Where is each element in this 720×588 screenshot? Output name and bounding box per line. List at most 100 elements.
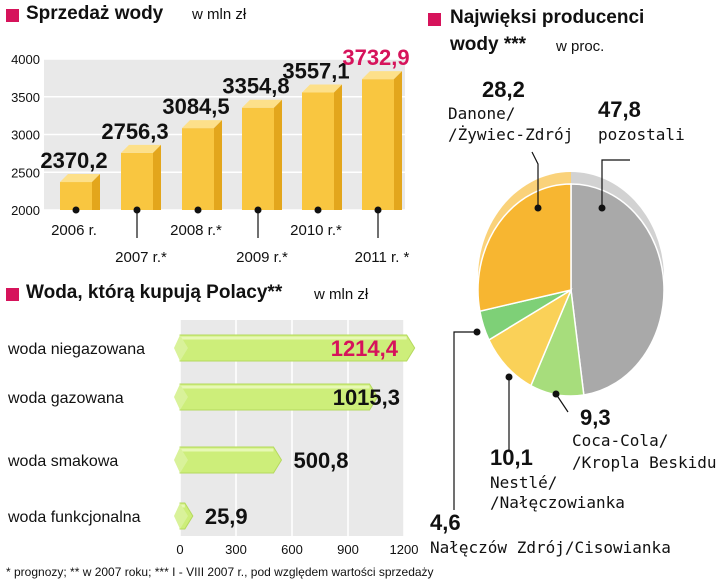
purchase-value-label: 500,8 bbox=[293, 448, 348, 473]
sales-bar-side bbox=[92, 174, 100, 210]
sales-category-label: 2007 r.* bbox=[115, 249, 167, 266]
purchase-xtick-label: 0 bbox=[176, 542, 183, 557]
pie-leader-dot bbox=[505, 373, 513, 381]
purchase-xtick-label: 900 bbox=[337, 542, 359, 557]
sales-value-label: 2370,2 bbox=[40, 148, 107, 173]
pie-slice-label-line2: /Kropla Beskidu bbox=[572, 453, 717, 472]
sales-bar-face bbox=[362, 79, 394, 210]
purchase-bar-cap bbox=[174, 335, 188, 361]
producers-title-line2: wody *** bbox=[450, 34, 527, 55]
sales-bar-side bbox=[394, 71, 402, 211]
sales-category-label: 2009 r.* bbox=[236, 249, 288, 266]
pie-leader-line bbox=[531, 151, 539, 208]
purchase-xtick-label: 600 bbox=[281, 542, 303, 557]
sales-category-label: 2011 r. * bbox=[355, 249, 410, 266]
pie-value-label: 47,8 bbox=[598, 97, 641, 122]
sales-ytick-label: 4000 bbox=[11, 52, 40, 67]
pie-value-label: 4,6 bbox=[430, 510, 461, 535]
sales-value-label: 3354,8 bbox=[222, 74, 289, 99]
purchase-value-label: 1214,4 bbox=[331, 336, 399, 361]
purchase-value-label: 1015,3 bbox=[333, 385, 400, 410]
sales-bar-top bbox=[121, 144, 161, 153]
sales-bar-side bbox=[214, 120, 222, 210]
sales-bar-side bbox=[334, 84, 342, 210]
sales-bar-face bbox=[60, 182, 92, 210]
pie-leader-dot bbox=[473, 328, 481, 336]
purchase-chart: 0 300 600 900 1200 woda niegazowana 1214,4 woda… bbox=[7, 320, 419, 557]
sales-category-label: 2006 r. bbox=[51, 222, 97, 239]
purchase-category-label: woda smakowa bbox=[7, 453, 118, 470]
pie-leader-line bbox=[601, 159, 630, 208]
sales-ytick-label: 2500 bbox=[11, 165, 40, 180]
sales-value-label: 3732,9 bbox=[342, 45, 409, 70]
producers-title-line1: Najwięksi producenci bbox=[450, 7, 645, 28]
sales-bar bbox=[60, 174, 100, 210]
sales-category-label: 2008 r.* bbox=[170, 222, 222, 239]
sales-bar-side bbox=[153, 144, 161, 210]
sales-bar-face bbox=[121, 152, 153, 210]
sales-bar bbox=[302, 84, 342, 210]
sales-ytick-label: 3000 bbox=[11, 128, 40, 143]
pie-leader-dot bbox=[534, 204, 542, 212]
purchase-bar-cap bbox=[174, 447, 188, 473]
pie-slice-label: Coca-Cola/ bbox=[572, 431, 668, 450]
pie-slice-label: pozostali bbox=[598, 125, 685, 144]
pie-value-label: 28,2 bbox=[482, 77, 525, 102]
pie-slice-label-line2: /Żywiec-Zdrój bbox=[448, 125, 573, 144]
purchase-bar-cap bbox=[174, 503, 188, 529]
sales-chart-title: Sprzedaż wody bbox=[26, 3, 164, 24]
pie-slice bbox=[570, 183, 665, 396]
purchase-xtick-label: 1200 bbox=[390, 542, 419, 557]
sales-category-marker bbox=[133, 206, 141, 214]
sales-category-label: 2010 r.* bbox=[290, 222, 342, 239]
purchase-xtick-label: 300 bbox=[225, 542, 247, 557]
sales-bar bbox=[121, 144, 161, 210]
sales-bar-face bbox=[302, 92, 334, 210]
purchase-category-label: woda niegazowana bbox=[7, 341, 145, 358]
sales-bar-side bbox=[274, 99, 282, 210]
sales-bar-top bbox=[60, 174, 100, 183]
purchase-chart-title: Woda, którą kupują Polacy** bbox=[26, 282, 283, 303]
producers-chart-unit: w proc. bbox=[556, 38, 605, 55]
pie-slice-label-line2: /Nałęczowianka bbox=[490, 493, 625, 512]
pie-slice bbox=[477, 183, 572, 313]
sales-value-label: 2756,3 bbox=[101, 119, 168, 144]
sales-chart-unit: w mln zł bbox=[192, 6, 247, 23]
purchase-chart-unit: w mln zł bbox=[314, 286, 369, 303]
sales-category-marker bbox=[374, 206, 382, 214]
pie-slice-label: Nestlé/ bbox=[490, 473, 557, 492]
footnote: * prognozy; ** w 2007 roku; *** I - VIII… bbox=[6, 565, 434, 579]
sales-bar-top bbox=[362, 71, 402, 80]
purchase-category-label: woda funkcjonalna bbox=[7, 509, 141, 526]
pie-leader-dot bbox=[598, 204, 606, 212]
purchase-category-label: woda gazowana bbox=[7, 390, 124, 407]
pie-slice-label: Danone/ bbox=[448, 104, 515, 123]
purchase-bar bbox=[179, 446, 283, 474]
pie-leader-dot bbox=[552, 390, 560, 398]
sales-value-label: 3084,5 bbox=[162, 94, 229, 119]
sales-bar-top bbox=[182, 120, 222, 129]
sales-ytick-label: 3500 bbox=[11, 90, 40, 105]
sales-chart: 2000 2500 3000 3500 4000 2370,2 2006 r. 2756,3 2… bbox=[11, 45, 410, 266]
pie-leader-line bbox=[453, 331, 477, 510]
purchase-value-label: 25,9 bbox=[205, 504, 248, 529]
pie-slice-label: Nałęczów Zdrój/Cisowianka bbox=[430, 538, 671, 557]
sales-title-marker bbox=[6, 9, 19, 22]
pie-value-label: 10,1 bbox=[490, 445, 533, 470]
sales-bar-top bbox=[302, 84, 342, 93]
sales-value-label: 3557,1 bbox=[282, 58, 349, 83]
purchase-title-marker bbox=[6, 288, 19, 301]
sales-bar-face bbox=[242, 107, 274, 210]
sales-category-marker bbox=[72, 206, 80, 214]
sales-bar bbox=[182, 120, 222, 210]
pie-value-label: 9,3 bbox=[580, 405, 611, 430]
sales-bar bbox=[362, 71, 402, 211]
sales-bar bbox=[242, 99, 282, 210]
producers-title-marker bbox=[428, 13, 441, 26]
pie-leader-line bbox=[555, 393, 569, 413]
sales-bar-face bbox=[182, 128, 214, 210]
purchase-bar-cap bbox=[174, 384, 188, 410]
sales-bar-top bbox=[242, 99, 282, 108]
sales-category-marker bbox=[254, 206, 262, 214]
